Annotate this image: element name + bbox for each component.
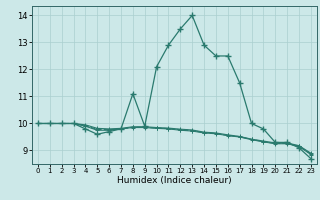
X-axis label: Humidex (Indice chaleur): Humidex (Indice chaleur): [117, 176, 232, 185]
